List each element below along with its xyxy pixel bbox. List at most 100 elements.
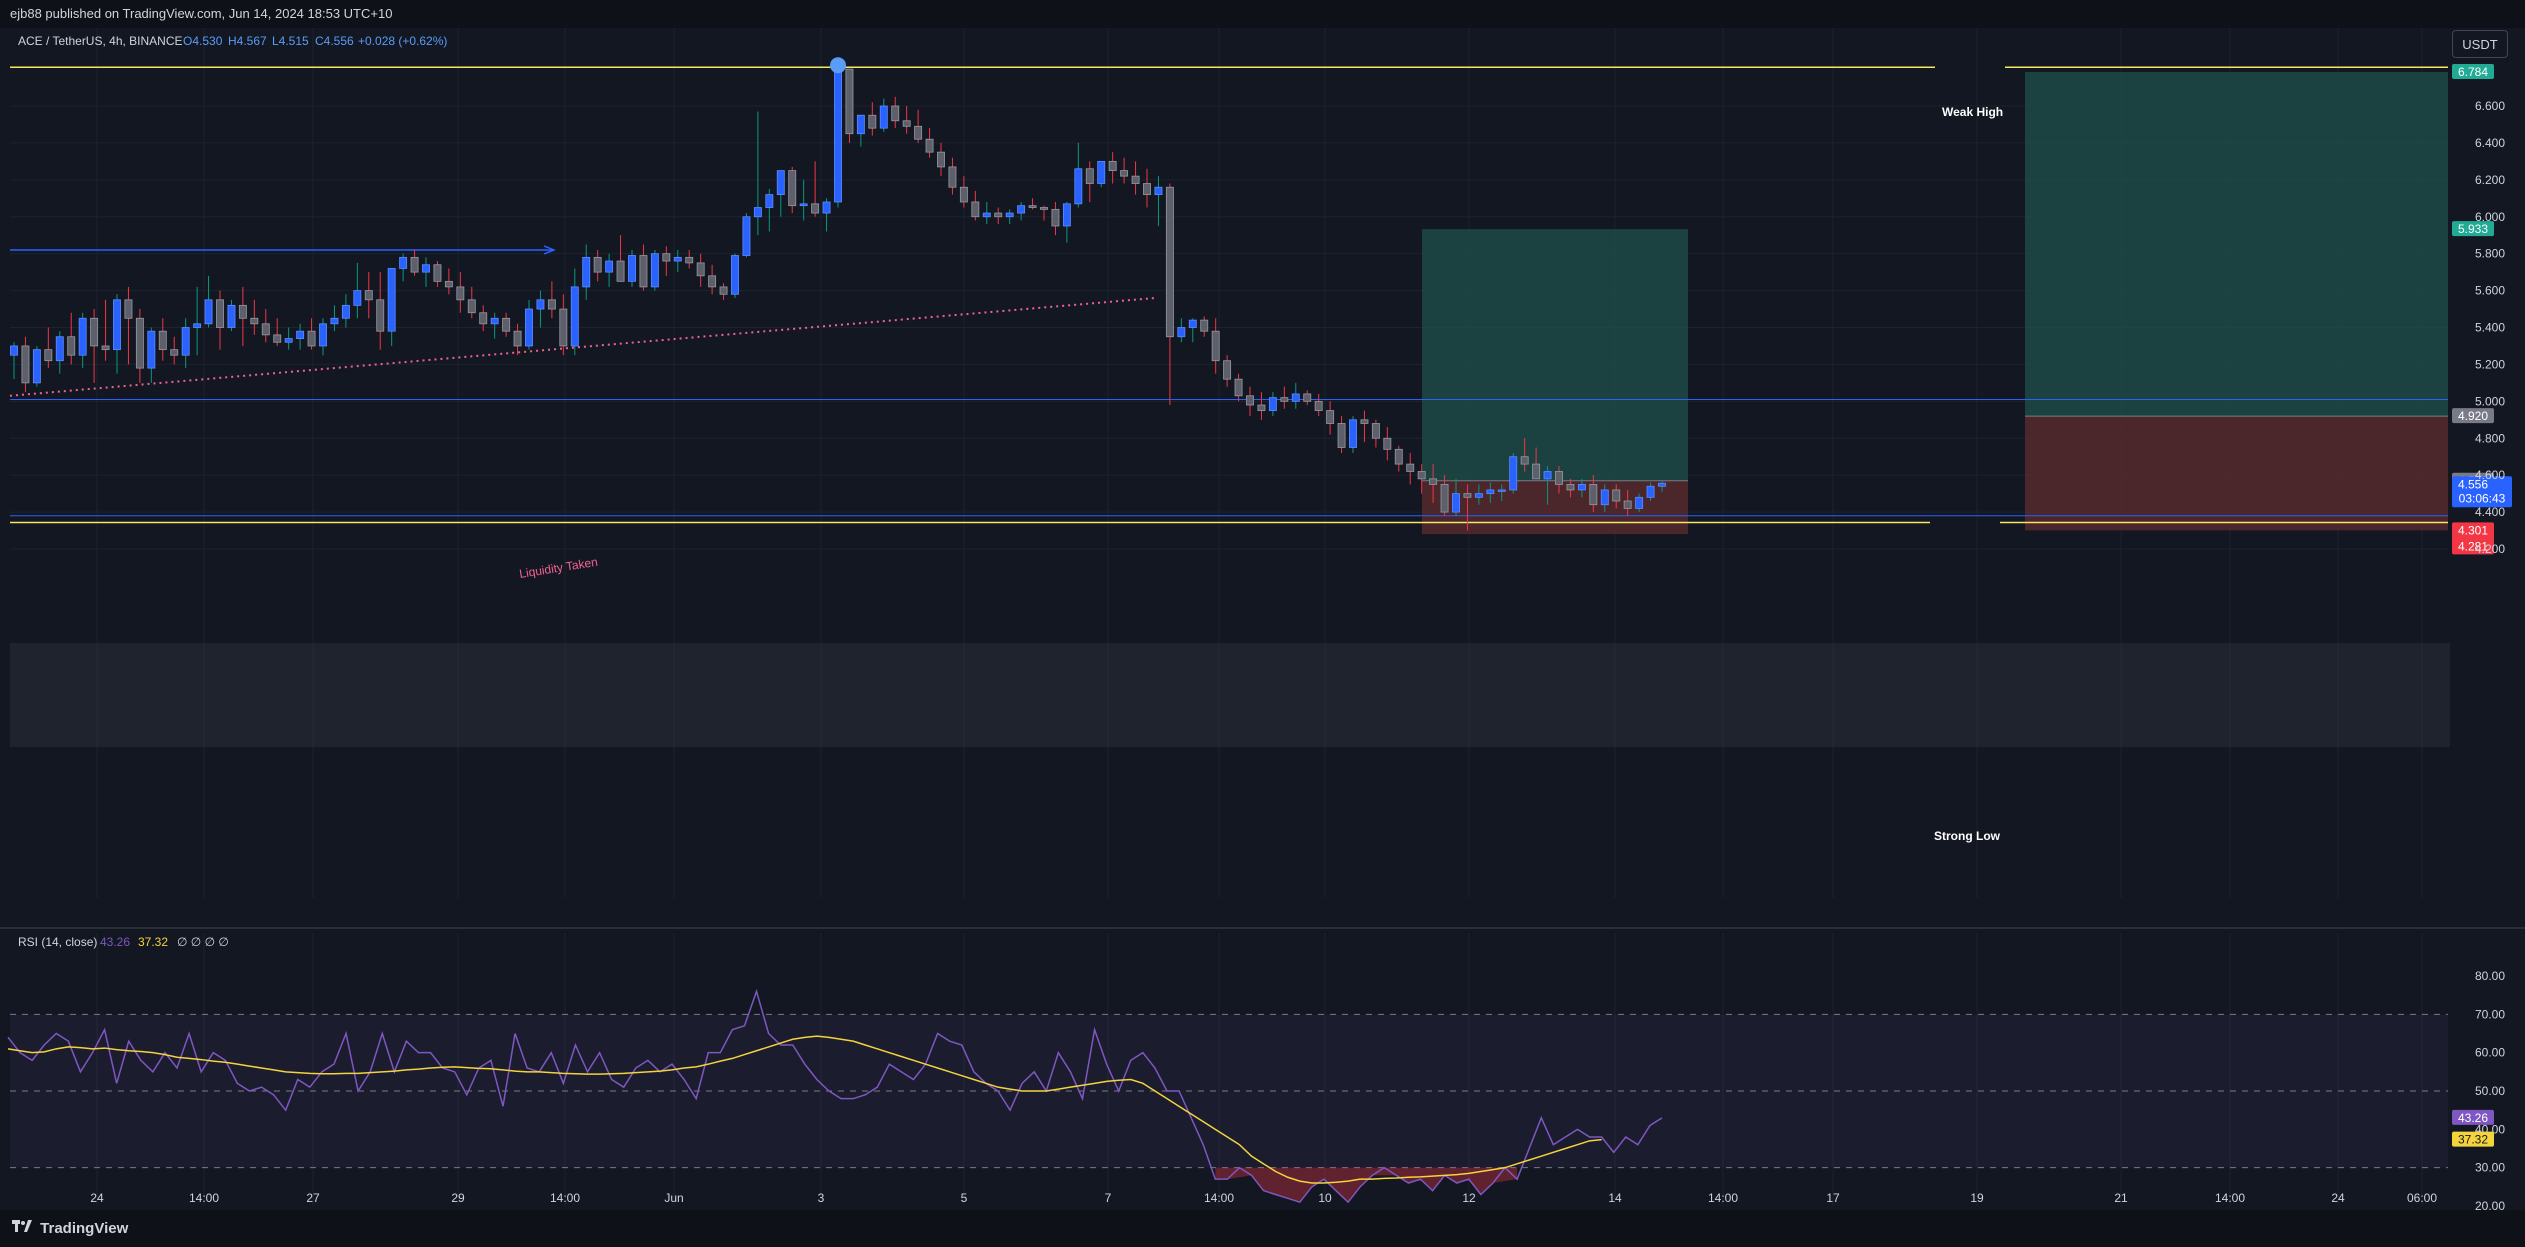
candle-body[interactable] — [902, 120, 911, 127]
candle-body[interactable] — [1165, 186, 1174, 338]
candle-body[interactable] — [1326, 410, 1335, 424]
price-label-top-target[interactable]: 6.784 — [2458, 65, 2488, 79]
candle-body[interactable] — [319, 323, 327, 347]
price-label-entry[interactable]: 4.920 — [2458, 409, 2488, 423]
strong-low-label[interactable]: Strong Low — [1934, 829, 2001, 843]
candle-body[interactable] — [948, 166, 957, 188]
candle-body[interactable] — [135, 317, 144, 369]
candle-body[interactable] — [1349, 419, 1357, 448]
candle-body[interactable] — [1520, 456, 1529, 465]
rsi-pane[interactable]: 80.0070.0060.0050.0040.0030.0020.0043.26… — [7, 969, 2505, 1213]
candle-body[interactable] — [753, 207, 762, 218]
candle-body[interactable] — [650, 253, 659, 288]
candle-body[interactable] — [216, 299, 224, 328]
weak-high-label[interactable]: Weak High — [1942, 105, 2003, 119]
candle-body[interactable] — [1211, 330, 1220, 362]
candle-body[interactable] — [559, 308, 568, 347]
candle-body[interactable] — [1154, 186, 1163, 195]
candle-body[interactable] — [113, 299, 121, 351]
candle-body[interactable] — [1234, 378, 1243, 397]
candle-body[interactable] — [799, 203, 808, 207]
candle-body[interactable] — [193, 323, 202, 328]
candle-body[interactable] — [1566, 483, 1575, 491]
candle-body[interactable] — [1577, 483, 1586, 491]
candle-body[interactable] — [10, 345, 18, 356]
candle-body[interactable] — [765, 194, 774, 208]
candle-body[interactable] — [1177, 327, 1186, 338]
candle-body[interactable] — [479, 312, 488, 325]
candle-body[interactable] — [1303, 393, 1312, 402]
candle-body[interactable] — [1635, 496, 1644, 509]
candle-body[interactable] — [399, 256, 408, 269]
candle-body[interactable] — [662, 253, 671, 262]
candle-body[interactable] — [250, 317, 259, 325]
candle-body[interactable] — [273, 334, 282, 343]
candle-body[interactable] — [1051, 208, 1060, 227]
liquidity-taken-label[interactable]: Liquidity Taken — [518, 555, 598, 581]
candle-body[interactable] — [1188, 319, 1197, 328]
candle-body[interactable] — [1486, 489, 1495, 495]
candle-body[interactable] — [719, 286, 728, 295]
long-position-1-loss[interactable] — [1422, 480, 1688, 535]
candle-body[interactable] — [1280, 397, 1289, 402]
candle-body[interactable] — [124, 299, 133, 319]
candle-body[interactable] — [1143, 183, 1151, 195]
candle-body[interactable] — [1440, 483, 1449, 513]
candle-body[interactable] — [21, 345, 30, 384]
candle-body[interactable] — [502, 317, 511, 332]
candle-body[interactable] — [1131, 175, 1140, 184]
candle-body[interactable] — [1268, 397, 1277, 411]
candle-body[interactable] — [307, 330, 316, 347]
candle-body[interactable] — [1658, 482, 1666, 487]
chart-svg[interactable]: Weak High Strong Low Liquidity Taken ACE… — [0, 28, 2525, 1213]
candle-body[interactable] — [467, 299, 476, 314]
candle-body[interactable] — [1509, 456, 1518, 491]
candle-body[interactable] — [364, 290, 373, 301]
candle-body[interactable] — [685, 256, 694, 264]
candle-body[interactable] — [1532, 463, 1541, 480]
candle-body[interactable] — [1623, 500, 1632, 509]
candle-body[interactable] — [742, 216, 751, 256]
candle-body[interactable] — [1074, 168, 1083, 205]
candle-body[interactable] — [925, 138, 934, 153]
price-label-mid-target[interactable]: 5.933 — [2458, 222, 2488, 236]
candle-body[interactable] — [433, 264, 442, 282]
candle-body[interactable] — [971, 201, 980, 218]
candle-body[interactable] — [879, 105, 888, 129]
candle-body[interactable] — [1600, 489, 1609, 506]
candle-body[interactable] — [639, 255, 648, 288]
long-position-2-profit[interactable] — [2025, 72, 2448, 417]
candle-body[interactable] — [490, 317, 499, 325]
chart-area[interactable]: Weak High Strong Low Liquidity Taken ACE… — [0, 28, 2525, 1213]
candle-body[interactable] — [994, 212, 1003, 218]
candle-body[interactable] — [1474, 493, 1483, 498]
candle-body[interactable] — [341, 304, 350, 319]
candle-body[interactable] — [547, 299, 556, 310]
last-price-label[interactable]: 4.556 — [2458, 477, 2488, 491]
candle-body[interactable] — [1543, 471, 1552, 480]
candle-body[interactable] — [834, 68, 842, 203]
candle-body[interactable] — [525, 308, 533, 347]
time-axis[interactable]: 24 14:00 27 29 14:00 Jun 3 5 7 14:00 10 12 14 14:00 17… — [90, 1191, 2437, 1205]
candle-body[interactable] — [1223, 360, 1232, 380]
candle-body[interactable] — [1497, 489, 1506, 492]
price-axis[interactable]: 6.7845.9334.9204.5704.55603:06:434.3014.… — [2452, 64, 2512, 555]
candle-body[interactable] — [158, 330, 167, 351]
candle-body[interactable] — [605, 260, 614, 273]
candle-body[interactable] — [673, 256, 682, 262]
candle-body[interactable] — [1463, 493, 1472, 498]
long-position-1-profit[interactable] — [1422, 229, 1688, 481]
candle-body[interactable] — [238, 304, 247, 319]
candle-body[interactable] — [1589, 483, 1598, 506]
candle-body[interactable] — [1337, 423, 1346, 448]
candle-body[interactable] — [147, 330, 156, 369]
price-label-stop-a[interactable]: 4.301 — [2458, 523, 2488, 537]
candle-body[interactable] — [776, 170, 785, 196]
candle-body[interactable] — [536, 299, 545, 310]
candle-body[interactable] — [856, 114, 865, 135]
candle-body[interactable] — [1028, 205, 1037, 208]
candle-body[interactable] — [284, 338, 293, 343]
rsi-line[interactable] — [7, 988, 1663, 1204]
candle-body[interactable] — [914, 125, 923, 140]
candle-body[interactable] — [387, 268, 396, 332]
